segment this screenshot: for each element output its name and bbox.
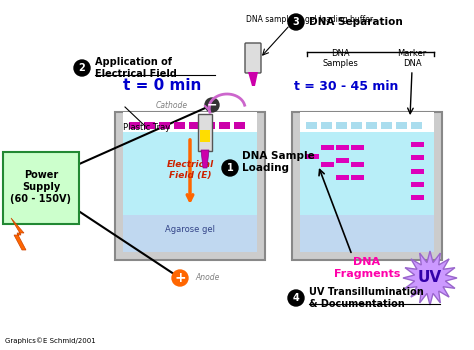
FancyBboxPatch shape — [245, 43, 261, 73]
Text: Electrical
Field (E): Electrical Field (E) — [166, 160, 214, 180]
Bar — [115, 112, 265, 260]
Bar — [306, 154, 319, 159]
Bar — [144, 122, 155, 129]
Bar — [411, 182, 424, 187]
Bar — [336, 122, 347, 129]
Bar — [123, 215, 257, 252]
Bar — [219, 122, 230, 129]
Bar — [292, 112, 442, 260]
Text: Application of
Electrical Field: Application of Electrical Field — [95, 57, 177, 79]
Bar — [336, 175, 349, 180]
Bar — [336, 145, 349, 150]
Text: 1: 1 — [227, 163, 233, 173]
Polygon shape — [201, 150, 209, 168]
Text: Marker
DNA: Marker DNA — [397, 49, 427, 68]
Bar — [204, 122, 215, 129]
Bar — [321, 122, 332, 129]
Text: Agarose gel: Agarose gel — [165, 225, 215, 234]
Text: UV: UV — [418, 271, 442, 286]
Circle shape — [205, 98, 219, 112]
Circle shape — [222, 160, 238, 176]
Text: +: + — [174, 271, 186, 285]
Circle shape — [288, 14, 304, 30]
Text: t = 0 min: t = 0 min — [123, 78, 201, 93]
Text: Anode: Anode — [195, 273, 219, 282]
Text: Power
Supply
(60 - 150V): Power Supply (60 - 150V) — [10, 170, 72, 204]
Text: 3: 3 — [292, 17, 300, 27]
Bar — [306, 122, 317, 129]
Polygon shape — [248, 72, 258, 86]
Text: Graphics©E Schmid/2001: Graphics©E Schmid/2001 — [5, 337, 96, 344]
Bar — [234, 122, 245, 129]
Bar — [351, 122, 362, 129]
Text: DNA Sample
Loading: DNA Sample Loading — [242, 151, 315, 173]
Bar — [381, 122, 392, 129]
Polygon shape — [403, 251, 457, 305]
Text: UV Transillumination
& Documentation: UV Transillumination & Documentation — [309, 287, 424, 309]
FancyBboxPatch shape — [3, 152, 79, 224]
Bar — [174, 122, 185, 129]
Text: DNA
Samples: DNA Samples — [322, 49, 358, 68]
Circle shape — [74, 60, 90, 76]
Bar — [411, 168, 424, 174]
Bar — [129, 122, 140, 129]
Bar — [351, 162, 364, 167]
Bar — [123, 112, 257, 132]
Circle shape — [288, 290, 304, 306]
Text: t = 30 - 45 min: t = 30 - 45 min — [294, 80, 398, 93]
Text: Plastic Tray: Plastic Tray — [123, 123, 170, 132]
Bar — [321, 162, 334, 167]
Bar — [189, 122, 200, 129]
Bar — [366, 122, 377, 129]
Bar — [300, 215, 434, 252]
Bar — [336, 158, 349, 163]
Bar — [411, 195, 424, 200]
Bar — [411, 122, 422, 129]
Circle shape — [172, 270, 188, 286]
Text: Cathode: Cathode — [156, 101, 188, 110]
Text: DNA
Fragments: DNA Fragments — [334, 257, 400, 279]
Bar — [123, 112, 257, 215]
Bar — [351, 175, 364, 180]
Text: DNA Separation: DNA Separation — [309, 17, 403, 27]
Bar — [159, 122, 170, 129]
FancyBboxPatch shape — [198, 114, 212, 151]
Bar — [396, 122, 407, 129]
Polygon shape — [11, 218, 26, 250]
Bar — [411, 142, 424, 147]
Bar — [351, 145, 364, 150]
Bar — [300, 112, 434, 132]
Bar — [200, 130, 210, 142]
Text: DNA sample in gel loading buffer: DNA sample in gel loading buffer — [246, 15, 374, 24]
Bar — [300, 112, 434, 215]
Text: 4: 4 — [292, 293, 300, 303]
Text: 2: 2 — [79, 63, 85, 73]
Text: −: − — [207, 98, 217, 112]
Bar — [411, 155, 424, 160]
Bar — [321, 145, 334, 150]
